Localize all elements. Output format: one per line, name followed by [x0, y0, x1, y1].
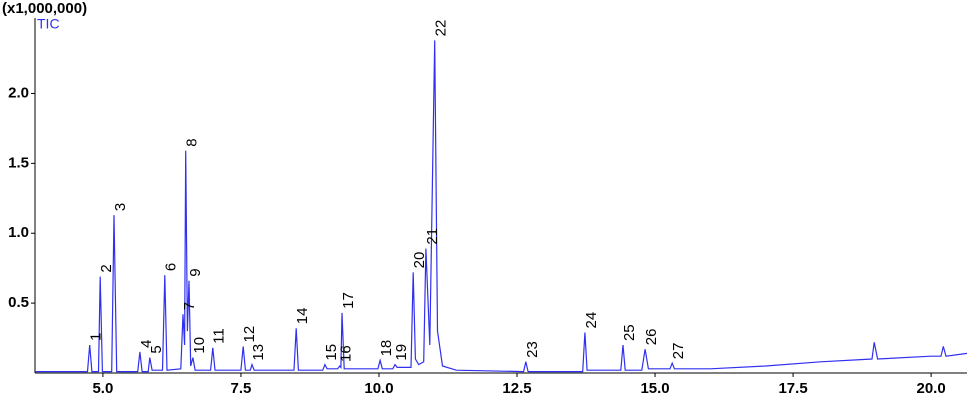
peak-label: 27	[670, 343, 687, 360]
peak-label: 10	[191, 337, 208, 354]
x-tick-label: 7.5	[231, 380, 252, 397]
peak-label: 3	[112, 203, 129, 211]
x-tick-label: 10.0	[364, 380, 393, 397]
peak-label: 9	[187, 268, 204, 276]
y-tick-label: 1.0	[8, 224, 29, 241]
peak-label: 17	[340, 292, 357, 309]
peak-label: 21	[424, 228, 441, 245]
peak-label: 11	[211, 328, 228, 344]
x-tick-label: 20.0	[917, 380, 946, 397]
peak-label: 2	[98, 264, 115, 272]
peak-label: 12	[241, 326, 258, 343]
peak-label: 22	[433, 20, 450, 37]
x-tick-label: 15.0	[640, 380, 669, 397]
peak-label: 25	[621, 324, 638, 341]
x-tick-label: 12.5	[502, 380, 531, 397]
y-tick-label: 0.5	[8, 294, 29, 311]
peak-label: 1	[88, 333, 105, 341]
trace	[35, 40, 968, 373]
peak-label: 18	[378, 340, 395, 357]
peak-label: 4	[138, 340, 155, 348]
peak-label: 19	[393, 344, 410, 361]
peak-label: 6	[163, 263, 180, 271]
x-tick-label: 17.5	[778, 380, 807, 397]
y-tick-label: 2.0	[8, 84, 29, 101]
peak-label: 14	[294, 308, 311, 325]
peak-label: 13	[250, 344, 267, 361]
peak-label: 20	[411, 252, 428, 269]
peak-label: 8	[184, 138, 201, 146]
x-tick-label: 5.0	[92, 380, 113, 397]
peak-label: 26	[643, 329, 660, 346]
peak-label: 23	[524, 341, 541, 358]
peak-label: 15	[323, 344, 340, 361]
chart-title: (x1,000,000)	[2, 0, 87, 17]
y-tick-label: 1.5	[8, 154, 29, 171]
peak-label: 5	[148, 345, 165, 353]
peak-label: 16	[338, 345, 355, 362]
legend-entry: TIC	[37, 16, 60, 32]
peak-label: 7	[181, 302, 198, 310]
peak-label: 24	[583, 312, 600, 329]
